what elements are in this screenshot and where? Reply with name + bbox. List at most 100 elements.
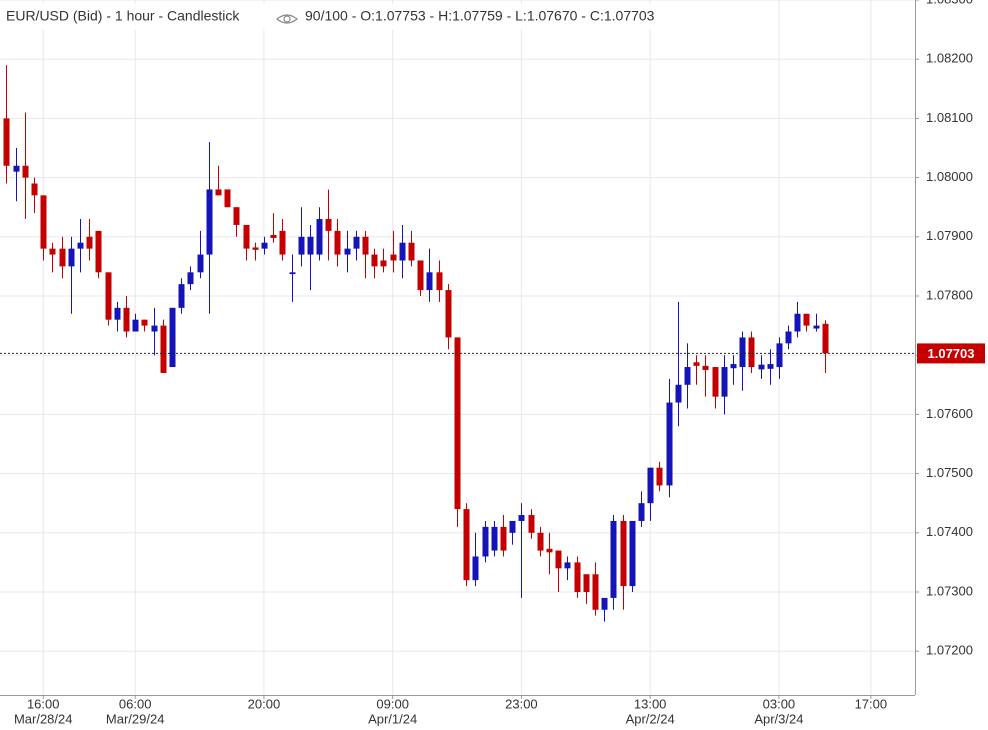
candle-body — [794, 313, 801, 332]
candle-body — [390, 254, 397, 261]
y-tick-label: 1.08300 — [926, 0, 973, 6]
candle-body — [509, 520, 516, 533]
y-tick-label: 1.07800 — [926, 287, 973, 302]
candle-body — [776, 343, 783, 368]
candle-body — [417, 260, 424, 291]
candle-body — [243, 224, 250, 249]
candle-body — [702, 365, 709, 370]
y-tick-label: 1.07900 — [926, 228, 973, 243]
candle-body — [151, 325, 158, 332]
candle-body — [132, 319, 139, 332]
plot-area — [0, 65, 915, 622]
candle-body — [353, 236, 360, 249]
candle-body — [454, 337, 461, 510]
candle-body — [307, 236, 314, 255]
header-background — [0, 4, 705, 30]
candle-body — [298, 236, 305, 255]
ohlc-info: 90/100 - O:1.07753 - H:1.07759 - L:1.076… — [305, 8, 655, 24]
candle-body — [77, 242, 84, 249]
candle-body — [813, 325, 820, 329]
candle-body — [436, 272, 443, 291]
candle-body — [169, 307, 176, 368]
candle-body — [380, 260, 387, 267]
x-tick-label: 23:00 — [505, 696, 538, 711]
candle-body — [555, 550, 562, 569]
candle-body — [620, 520, 627, 587]
candle-body — [105, 272, 112, 320]
candle-body — [583, 574, 590, 592]
candle-body — [289, 272, 296, 275]
candle-body — [712, 367, 719, 397]
eye-icon — [276, 14, 298, 24]
x-tick-date: Mar/29/24 — [106, 711, 165, 726]
candle-body — [408, 242, 415, 261]
candle-body — [344, 248, 351, 255]
candle-body — [40, 195, 47, 249]
candle-body — [13, 165, 20, 172]
candle-body — [528, 515, 535, 533]
chart-title: EUR/USD (Bid) - 1 hour - Candlestick — [6, 8, 240, 24]
candle-body — [546, 548, 553, 553]
candle-body — [3, 118, 10, 166]
x-tick-date: Apr/1/24 — [368, 711, 417, 726]
candle-body — [463, 509, 470, 581]
x-tick-label: 03:00 — [763, 696, 796, 711]
candle-body — [666, 402, 673, 486]
candle-body — [114, 307, 121, 320]
candle-body — [730, 364, 737, 369]
x-tick-date: Apr/2/24 — [626, 711, 675, 726]
candle-body — [141, 319, 148, 326]
x-tick-date: Mar/28/24 — [14, 711, 73, 726]
last-price-box — [917, 343, 985, 364]
candle-body — [233, 207, 240, 225]
candle-body — [95, 230, 102, 273]
candle-body — [592, 574, 599, 610]
candle-body — [803, 313, 810, 326]
candle-body — [684, 367, 691, 385]
candle-body — [187, 272, 194, 285]
candle-body — [22, 165, 29, 178]
candle-body — [647, 467, 654, 504]
x-tick-label: 06:00 — [119, 696, 152, 711]
candle-body — [371, 254, 378, 267]
last-price-label: 1.07703 — [928, 346, 975, 361]
candle-body — [693, 362, 700, 366]
candle-body — [785, 331, 792, 344]
candle-body — [68, 248, 75, 267]
candle-body — [426, 272, 433, 291]
candle-body — [123, 307, 130, 332]
y-tick-label: 1.07200 — [926, 643, 973, 658]
y-tick-label: 1.07500 — [926, 465, 973, 480]
candle-body — [574, 562, 581, 592]
candle-body — [206, 189, 213, 255]
candle-body — [160, 325, 167, 373]
candle-body — [822, 323, 829, 354]
x-tick-date: Apr/3/24 — [754, 711, 803, 726]
candle-body — [491, 526, 498, 551]
candle-body — [86, 236, 93, 249]
x-tick-label: 16:00 — [27, 696, 60, 711]
y-tick-label: 1.08000 — [926, 169, 973, 184]
candle-body — [224, 189, 231, 208]
candle-body — [270, 235, 277, 238]
x-tick-label: 20:00 — [248, 696, 281, 711]
candle-body — [767, 364, 774, 369]
candle-body — [445, 290, 452, 338]
candle-body — [638, 503, 645, 521]
candle-body — [500, 526, 507, 551]
candle-body — [482, 526, 489, 557]
y-tick-label: 1.07300 — [926, 583, 973, 598]
candle-body — [362, 236, 369, 255]
candle-body — [601, 597, 608, 610]
candle-body — [758, 364, 765, 370]
candle-body — [748, 337, 755, 368]
candle-body — [739, 337, 746, 368]
candle-body — [334, 230, 341, 255]
y-tick-label: 1.07600 — [926, 406, 973, 421]
candle-body — [316, 219, 323, 255]
x-tick-label: 13:00 — [634, 696, 667, 711]
candle-body — [518, 515, 525, 521]
candle-body — [31, 183, 38, 196]
